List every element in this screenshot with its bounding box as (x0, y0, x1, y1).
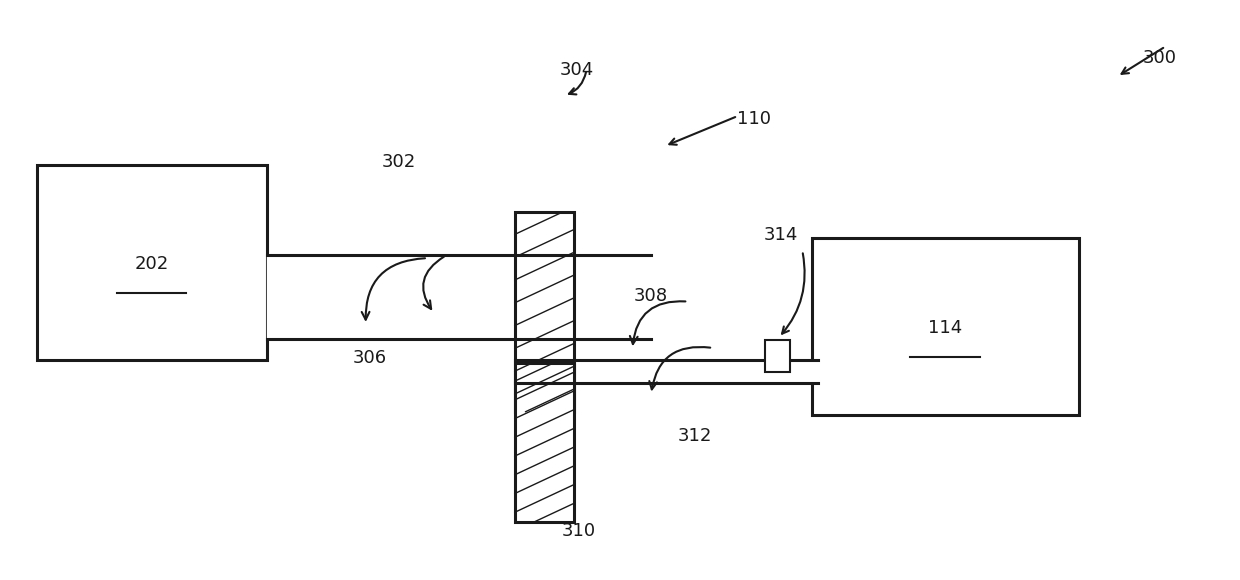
Text: 306: 306 (352, 349, 387, 368)
Text: 302: 302 (382, 153, 417, 172)
Text: 202: 202 (134, 255, 169, 273)
Bar (37, 165, 267, 360)
Bar (812, 238, 1079, 415)
Text: 310: 310 (562, 521, 596, 540)
Bar (765, 340, 790, 372)
Text: 312: 312 (677, 427, 712, 445)
Text: 304: 304 (559, 60, 594, 79)
Text: 314: 314 (764, 226, 799, 244)
Bar (515, 362, 574, 522)
Text: 110: 110 (737, 110, 771, 128)
Text: 300: 300 (1142, 49, 1177, 67)
Bar (515, 212, 574, 412)
Text: 114: 114 (928, 318, 962, 337)
Text: 308: 308 (634, 287, 668, 305)
